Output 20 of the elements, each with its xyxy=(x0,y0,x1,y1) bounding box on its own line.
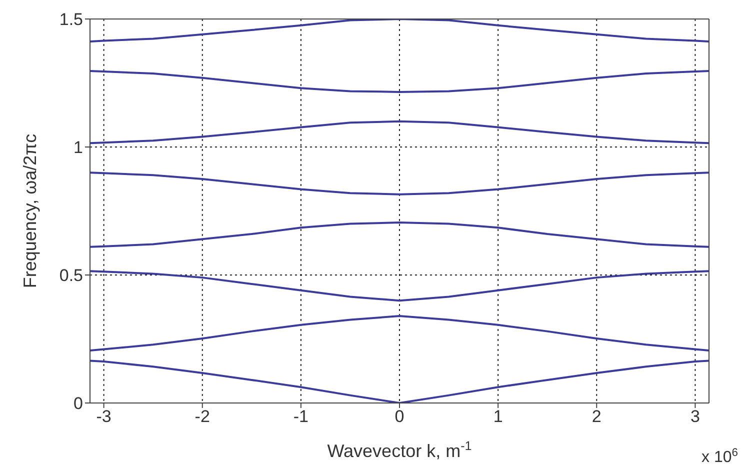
x-axis-title: Wavevector k, m$^{-1}$ xyxy=(327,439,472,461)
line-series xyxy=(90,314,709,352)
line-series xyxy=(90,270,709,302)
x-tick-label: -2 xyxy=(194,407,210,426)
y-tick-label: 0 xyxy=(74,394,83,414)
x-tick-label: 0 xyxy=(394,407,404,426)
x-tick-label: 3 xyxy=(690,407,700,426)
line-series xyxy=(90,70,709,93)
x-tick-label: 1 xyxy=(493,407,503,426)
line-series xyxy=(90,120,709,144)
text: x 10$^{6}$ xyxy=(702,447,738,466)
line-series xyxy=(90,222,709,248)
y-tick-label: 1 xyxy=(74,138,83,158)
x-tick-label: -1 xyxy=(293,407,308,426)
y-tick-label: 0.5 xyxy=(59,266,83,286)
line-series xyxy=(90,172,709,196)
y-tick-label: 1.5 xyxy=(59,10,83,30)
x-tick-label: -3 xyxy=(96,407,112,426)
x-tick-label: 2 xyxy=(592,407,602,426)
y-axis-title: Frequency, ωa/2πc xyxy=(20,134,40,288)
